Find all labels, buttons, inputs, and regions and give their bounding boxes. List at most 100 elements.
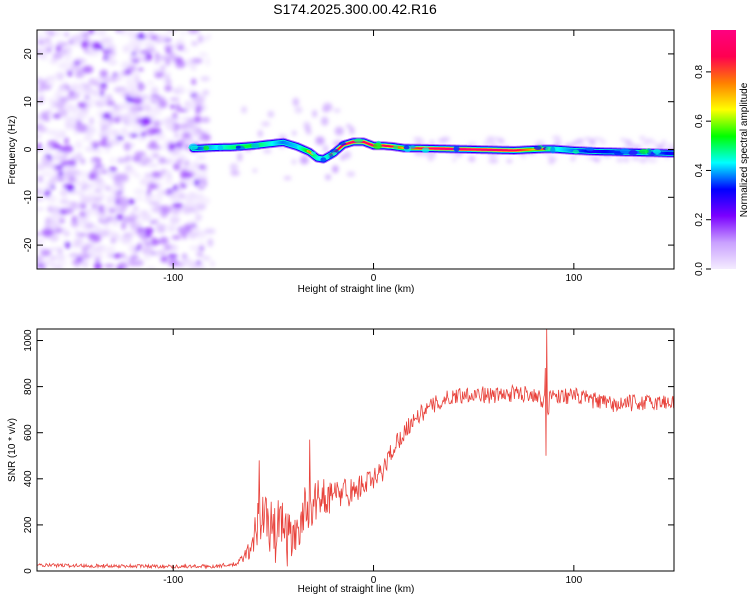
track-blob (217, 145, 224, 151)
noise-blob (210, 260, 215, 267)
noise-blob (620, 138, 626, 142)
noise-blob (183, 177, 190, 185)
noise-blob (140, 213, 152, 222)
colorbar: 0.0 0.2 0.4 0.6 0.8 Normalized spectral ampl… (694, 30, 750, 276)
noise-blob (128, 85, 138, 92)
noise-blob (64, 241, 71, 249)
noise-blob (56, 40, 64, 46)
noise-blob (80, 40, 90, 49)
noise-blob (616, 157, 623, 163)
track-blob (188, 143, 198, 150)
noise-blob (93, 164, 105, 169)
noise-blob (196, 155, 206, 160)
noise-blob (37, 77, 43, 85)
noise-blob (131, 113, 144, 120)
noise-blob (482, 142, 490, 146)
noise-blob (40, 249, 52, 257)
noise-blob (45, 80, 56, 86)
noise-blob (47, 98, 53, 104)
track-blob (550, 146, 556, 154)
noise-blob (76, 110, 88, 120)
noise-blob (120, 30, 127, 36)
noise-blob (78, 30, 86, 37)
noise-blob (122, 45, 131, 53)
snr-y-ticks: 0 200 400 600 800 1000 (23, 329, 674, 574)
noise-blob (138, 229, 145, 239)
noise-blob (53, 52, 63, 60)
noise-blob (88, 192, 96, 198)
noise-blob (193, 97, 205, 105)
noise-blob (141, 94, 149, 100)
noise-blob (114, 141, 122, 145)
noise-blob (201, 255, 211, 261)
snr-x-label: Height of straight line (km) (298, 584, 415, 595)
noise-blob (99, 69, 108, 78)
noise-blob (147, 194, 158, 200)
noise-blob (37, 238, 45, 244)
noise-blob (452, 157, 457, 162)
noise-blob (167, 253, 178, 259)
noise-blob (168, 117, 180, 122)
noise-blob (50, 184, 55, 190)
noise-blob (578, 140, 583, 145)
noise-blob (126, 30, 135, 37)
noise-blob (173, 184, 178, 191)
noise-blob (56, 256, 66, 262)
noise-blob (154, 52, 160, 61)
noise-blob (195, 246, 201, 253)
noise-blob (54, 228, 64, 233)
noise-blob (241, 106, 247, 114)
track-blob (453, 145, 460, 152)
noise-blob (585, 156, 592, 160)
track-blob (572, 149, 580, 154)
noise-blob (75, 123, 88, 133)
colorbar-gradient (711, 30, 736, 269)
noise-blob (143, 241, 152, 247)
noise-blob (312, 109, 318, 118)
noise-blob (106, 94, 113, 102)
y-tick-label: -10 (23, 190, 34, 205)
noise-blob (641, 159, 647, 163)
noise-blob (183, 255, 188, 262)
noise-blob (96, 192, 106, 199)
noise-blob (128, 39, 137, 49)
noise-blob (82, 65, 94, 74)
noise-blob (621, 158, 630, 162)
noise-blob (151, 171, 162, 178)
noise-blob (184, 194, 195, 203)
noise-blob (160, 205, 171, 215)
noise-blob (96, 87, 108, 91)
noise-blob (76, 216, 89, 224)
noise-blob (106, 139, 119, 146)
noise-blob (94, 30, 107, 37)
noise-blob (201, 90, 210, 96)
noise-blob (107, 170, 115, 179)
noise-blob (141, 116, 152, 126)
noise-blob (127, 89, 137, 98)
noise-blob (80, 158, 86, 165)
noise-blob (169, 215, 181, 225)
noise-blob (88, 232, 98, 241)
noise-blob (73, 42, 80, 47)
noise-blob (333, 108, 341, 113)
noise-blob (114, 232, 121, 241)
noise-blob (37, 86, 44, 92)
noise-blob (77, 101, 87, 109)
noise-blob (147, 183, 159, 190)
y-tick-label: 1000 (23, 329, 34, 352)
colorbar-tick-label: 0.2 (694, 212, 705, 226)
noise-blob (145, 47, 156, 53)
noise-blob (68, 106, 80, 115)
noise-blob (37, 256, 44, 263)
noise-blob (197, 214, 203, 220)
noise-blob (41, 228, 54, 237)
noise-blob (469, 158, 475, 163)
noise-blob (199, 181, 205, 187)
noise-blob (85, 222, 95, 230)
noise-blob (550, 157, 558, 161)
noise-blob (642, 139, 651, 146)
noise-blob (107, 54, 115, 64)
noise-blob (164, 80, 172, 84)
noise-blob (190, 226, 196, 236)
